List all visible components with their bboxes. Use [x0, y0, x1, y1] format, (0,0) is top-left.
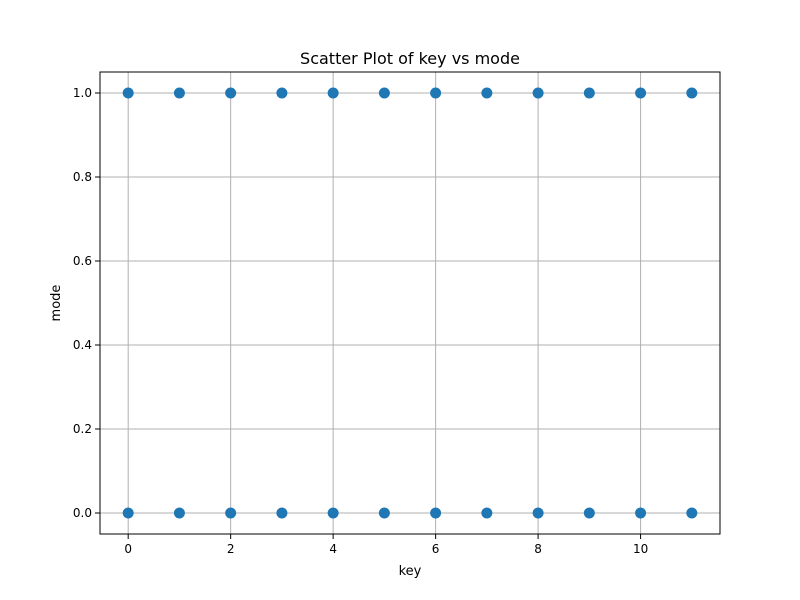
data-point	[122, 507, 134, 519]
ticks-layer: 0 2 4 6 8 10 0.0 0.2 0.4 0.6 0.8 1.0	[73, 86, 648, 556]
y-tick-label: 0.2	[73, 422, 92, 436]
data-point	[173, 87, 185, 99]
y-tick-label: 0.8	[73, 170, 92, 184]
grid-layer	[100, 72, 720, 534]
data-point	[378, 507, 390, 519]
data-point	[430, 87, 442, 99]
data-point	[532, 507, 544, 519]
data-point	[481, 87, 493, 99]
data-point	[686, 87, 698, 99]
x-tick-label: 6	[432, 542, 440, 556]
data-point	[635, 87, 647, 99]
data-point	[686, 507, 698, 519]
data-point	[122, 87, 134, 99]
data-point	[276, 507, 288, 519]
data-point	[378, 87, 390, 99]
data-point	[481, 507, 493, 519]
y-axis-label: mode	[49, 285, 64, 322]
data-point	[327, 507, 339, 519]
x-tick-label: 4	[329, 542, 337, 556]
x-axis-label: key	[399, 564, 422, 579]
chart-title: Scatter Plot of key vs mode	[300, 49, 520, 68]
data-point	[635, 507, 647, 519]
data-point	[583, 87, 595, 99]
data-point	[276, 87, 288, 99]
data-point	[532, 87, 544, 99]
x-tick-label: 10	[633, 542, 648, 556]
y-tick-label: 0.6	[73, 254, 92, 268]
data-point	[327, 87, 339, 99]
data-point	[225, 87, 237, 99]
plot-area-frame	[99, 71, 721, 535]
x-tick-label: 2	[227, 542, 235, 556]
points-layer	[122, 87, 698, 519]
data-point	[430, 507, 442, 519]
x-tick-label: 0	[124, 542, 132, 556]
y-tick-label: 0.0	[73, 506, 92, 520]
x-tick-label: 8	[534, 542, 542, 556]
y-tick-label: 1.0	[73, 86, 92, 100]
data-point	[583, 507, 595, 519]
data-point	[173, 507, 185, 519]
y-tick-label: 0.4	[73, 338, 92, 352]
data-point	[225, 507, 237, 519]
